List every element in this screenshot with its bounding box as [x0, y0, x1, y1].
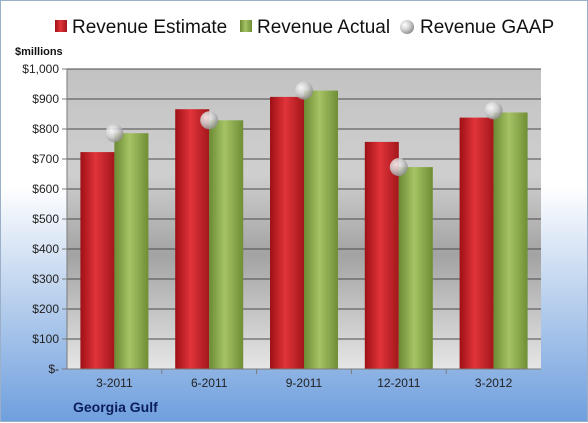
- y-axis-ticks: $- $100 $200 $300 $400 $500 $600 $700 $800 $900 $1…: [22, 62, 67, 376]
- legend-swatch-revenue-estimate: [55, 20, 67, 32]
- legend-label-revenue-actual: Revenue Actual: [257, 17, 390, 38]
- y-tick-label: $1,000: [22, 62, 59, 76]
- x-tick-label: 3-2011: [96, 376, 133, 390]
- gaap-markers: [105, 81, 503, 177]
- legend: Revenue Estimate Revenue Actual Revenue …: [55, 17, 554, 38]
- y-tick-label: $600: [32, 182, 59, 196]
- y-tick-label: $800: [32, 122, 59, 136]
- bar-revenue-estimate: [270, 96, 304, 370]
- company-name: Georgia Gulf: [73, 399, 158, 415]
- bar-revenue-actual: [304, 90, 338, 369]
- y-tick-label: $100: [32, 332, 59, 346]
- bar-revenue-estimate: [459, 117, 494, 369]
- y-tick-label: $-: [48, 362, 59, 376]
- bar-revenue-estimate: [80, 152, 115, 369]
- legend-label-revenue-estimate: Revenue Estimate: [72, 17, 227, 38]
- marker-revenue-gaap: [105, 124, 124, 143]
- marker-revenue-gaap: [295, 81, 313, 100]
- x-tick-label: 3-2012: [475, 376, 513, 390]
- bar-revenue-estimate: [175, 109, 210, 369]
- y-axis-unit-label: $millions: [15, 46, 63, 58]
- marker-revenue-gaap: [484, 101, 503, 120]
- bar-revenue-actual: [114, 133, 149, 369]
- y-tick-label: $500: [32, 212, 59, 226]
- y-tick-label: $400: [32, 242, 59, 256]
- x-tick-label: 6-2011: [191, 376, 228, 390]
- y-tick-label: $300: [32, 272, 59, 286]
- bar-revenue-estimate: [364, 141, 399, 369]
- bars: [80, 90, 528, 370]
- legend-item-revenue-actual: Revenue Actual: [240, 17, 390, 38]
- marker-revenue-gaap: [389, 158, 408, 177]
- legend-swatch-revenue-actual: [240, 20, 252, 32]
- legend-item-revenue-gaap: Revenue GAAP: [400, 17, 554, 38]
- x-tick-label: 9-2011: [286, 376, 323, 390]
- y-tick-label: $200: [32, 302, 59, 316]
- legend-label-revenue-gaap: Revenue GAAP: [420, 17, 554, 38]
- x-tick-label: 12-2011: [377, 376, 420, 390]
- marker-revenue-gaap: [200, 111, 219, 130]
- bar-revenue-actual: [209, 120, 244, 369]
- bar-revenue-actual: [493, 112, 528, 369]
- legend-item-revenue-estimate: Revenue Estimate: [55, 17, 227, 38]
- bar-revenue-actual: [398, 167, 433, 369]
- legend-marker-revenue-gaap: [400, 20, 414, 34]
- x-axis-ticks: 3-2011 6-2011 9-2011 12-2011 3-2012: [96, 369, 513, 390]
- y-tick-label: $900: [32, 92, 59, 106]
- y-tick-label: $700: [32, 152, 59, 166]
